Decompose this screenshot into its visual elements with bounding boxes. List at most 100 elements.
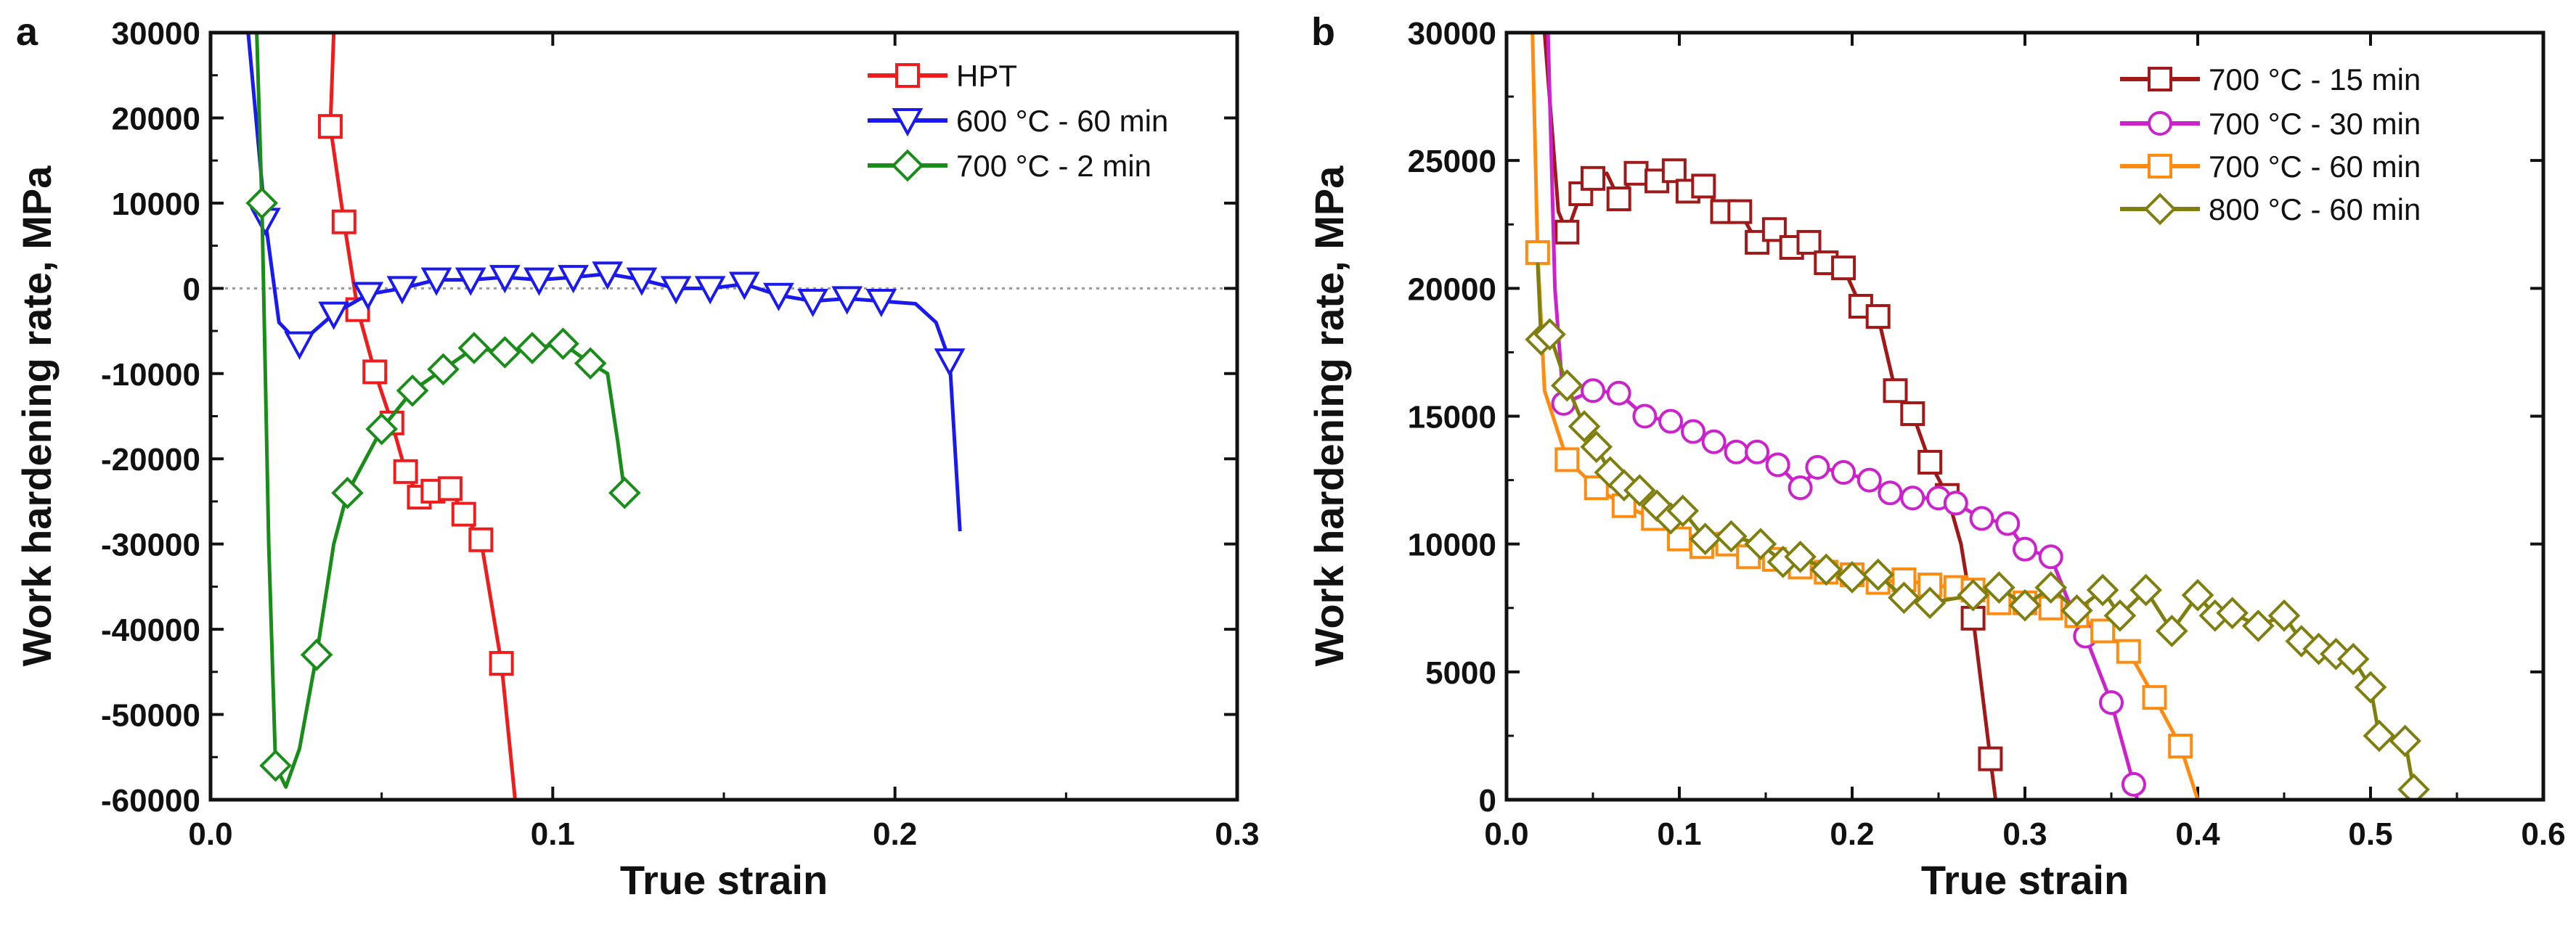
data-point-marker (592, 261, 624, 290)
data-point-marker (1796, 229, 1822, 255)
data-point-marker (2397, 773, 2430, 800)
x-tick-label: 0.1 (1657, 816, 1701, 852)
panel-label: b (1311, 10, 1335, 54)
data-point-marker (1888, 581, 1920, 614)
data-point-marker (2168, 734, 2193, 759)
series-line-2 (255, 33, 627, 789)
data-point-marker (2354, 671, 2387, 704)
data-point-marker (1606, 380, 1631, 406)
data-point-marker (1632, 403, 1658, 429)
legend-marker (2148, 67, 2172, 91)
y-tick-label: 30000 (112, 16, 200, 52)
data-point-marker (2121, 771, 2146, 797)
data-point-marker (2008, 589, 2042, 622)
data-point-marker (694, 276, 726, 305)
data-point-marker (2013, 536, 2037, 562)
legend-label: 700 °C - 15 min (2209, 62, 2421, 97)
data-point-marker (2142, 685, 2167, 710)
data-point-marker (2155, 615, 2188, 647)
series-line-0 (1542, 33, 1998, 800)
data-point-marker (2099, 690, 2124, 716)
legend-label: HPT (956, 59, 1017, 93)
data-point-marker (2116, 639, 2141, 664)
legend-label: 700 °C - 2 min (956, 149, 1152, 183)
chart-panel-a: 0.0 0.1 0.2 0.3 -60000 -50000 -40000 -30000 -200… (14, 10, 1260, 903)
legend-marker (2148, 111, 2172, 136)
data-point-marker (1835, 561, 1869, 594)
data-point-marker (1533, 318, 1566, 351)
data-point-marker (1715, 520, 1748, 553)
data-point-marker (1568, 410, 1601, 443)
y-tick-label: 15000 (1408, 400, 1496, 435)
data-point-marker (1784, 540, 1817, 573)
data-point-marker (1765, 452, 1790, 478)
data-point-marker (934, 348, 966, 377)
data-point-marker (489, 265, 521, 294)
data-point-marker (1957, 578, 1989, 612)
panel-label: a (16, 10, 38, 54)
data-point-marker (1666, 494, 1700, 528)
data-point-marker (1809, 553, 1843, 586)
x-axis-title: True strain (1921, 857, 2129, 903)
data-point-marker (660, 276, 692, 305)
data-point-marker (245, 187, 279, 220)
data-point-marker (420, 267, 452, 296)
data-point-marker (547, 327, 579, 361)
chart-panel-b: 0.0 0.1 0.2 0.3 0.4 0.5 0.6 0 5000 10000 15000 2000… (1306, 10, 2566, 903)
y-tick-label: 10000 (112, 187, 200, 222)
data-point-marker (451, 501, 476, 527)
data-point-marker (2181, 578, 2214, 612)
data-point-marker (1681, 419, 1706, 444)
data-point-marker (797, 288, 828, 318)
data-point-marker (1744, 528, 1777, 560)
plot-frame (1504, 30, 2546, 802)
data-point-marker (2216, 597, 2249, 630)
data-point-marker (455, 267, 486, 296)
data-point-marker (331, 476, 364, 509)
data-point-marker (1917, 573, 1943, 598)
data-point-marker (331, 209, 356, 234)
data-point-marker (1831, 460, 1856, 485)
data-point-marker (1917, 449, 1943, 475)
data-point-marker (365, 412, 398, 446)
data-point-marker (2267, 599, 2301, 632)
y-tick-label: -50000 (101, 698, 200, 734)
data-point-marker (468, 527, 494, 552)
data-point-marker (1831, 255, 1856, 281)
series-line-2 (1530, 33, 2200, 800)
data-point-marker (300, 639, 333, 671)
legend-marker (2143, 192, 2177, 226)
legend-label: 600 °C - 60 min (956, 104, 1168, 138)
data-point-marker (1982, 571, 2015, 604)
y-tick-label: 0 (1479, 783, 1496, 819)
data-point-marker (1606, 187, 1631, 212)
data-point-marker (1701, 429, 1727, 454)
data-point-marker (1661, 158, 1687, 184)
data-point-marker (1900, 401, 1925, 426)
data-point-marker (1581, 165, 1605, 191)
y-tick-label: -10000 (101, 357, 200, 393)
data-point-marker (2241, 610, 2275, 642)
data-point-marker (1913, 586, 1947, 620)
data-point-marker (2129, 573, 2162, 607)
data-point-marker (427, 353, 460, 386)
data-point-marker (1805, 454, 1830, 480)
data-point-marker (1878, 480, 1903, 506)
data-point-marker (523, 267, 555, 296)
data-point-marker (352, 282, 384, 311)
data-point-marker (2389, 724, 2421, 758)
data-point-marker (1658, 409, 1684, 434)
x-tick-label: 0.0 (188, 816, 232, 852)
x-tick-label: 0.6 (2521, 816, 2565, 852)
data-point-marker (2336, 642, 2370, 676)
x-axis-title: True strain (620, 857, 828, 903)
data-point-marker (1978, 746, 2003, 771)
data-point-marker (362, 359, 388, 385)
data-point-marker (2034, 571, 2068, 604)
data-point-marker (2086, 573, 2119, 607)
data-point-marker (2103, 599, 2137, 632)
legend-marker (895, 63, 920, 88)
data-point-marker (393, 459, 418, 484)
data-point-marker (515, 332, 549, 364)
